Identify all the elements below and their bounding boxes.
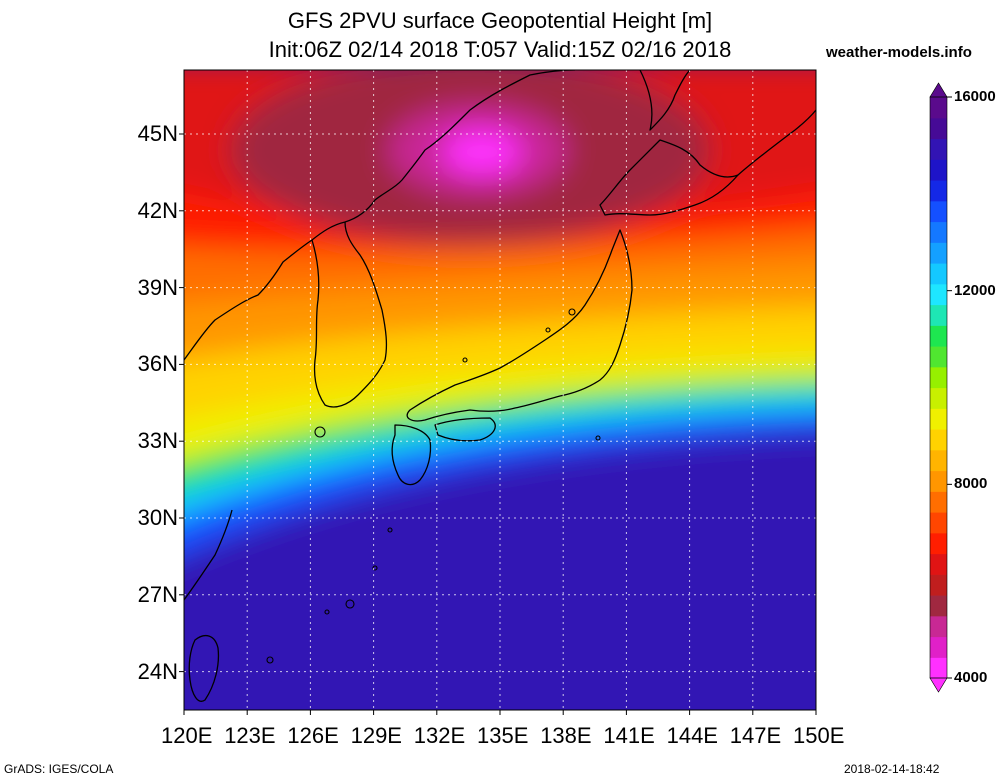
lat-tick-label: 24N	[137, 658, 178, 684]
lon-tick-label: 138E	[540, 723, 592, 748]
site-label: weather-models.info	[826, 44, 972, 61]
colorbar-max-arrow	[929, 82, 948, 98]
lat-tick-label: 36N	[137, 351, 178, 377]
title-line-1: GFS 2PVU surface Geopotential Height [m]	[287, 8, 713, 33]
lon-tick-label: 129E	[350, 723, 402, 748]
colorbar-segment	[930, 657, 947, 679]
colorbar-segment	[930, 159, 947, 181]
coast-korean-peninsula	[311, 221, 388, 408]
band-yellow	[184, 346, 816, 461]
band-orange	[184, 256, 816, 360]
colorbar-segment	[930, 429, 947, 451]
colorbar-segment	[930, 117, 947, 140]
coast-china-south	[184, 509, 233, 601]
coast-taiwan	[188, 634, 220, 702]
colorbar-segment	[930, 242, 947, 264]
lon-tick-label: 135E	[477, 723, 529, 748]
lon-tick-label: 141E	[603, 723, 655, 748]
coast-sakhalin	[639, 70, 691, 131]
lon-tick-label: 147E	[729, 723, 782, 748]
colorbar-segment	[930, 532, 947, 555]
colorbar-segment	[930, 366, 947, 389]
colorbar-segment	[930, 325, 947, 347]
lat-tick-label: 27N	[137, 581, 178, 607]
colorbar-segment	[930, 283, 947, 306]
colorbar-segment	[930, 221, 947, 243]
colorbar-segment	[930, 491, 947, 513]
lat-tick-label: 45N	[137, 121, 178, 146]
lon-tick-label: 123E	[224, 723, 276, 748]
colorbar-segment	[930, 470, 947, 492]
coastlines	[184, 70, 816, 702]
lon-tick-label: 144E	[666, 723, 718, 748]
colorbar-segments	[929, 82, 948, 693]
colorbar-min-arrow	[929, 677, 948, 693]
band-green	[184, 371, 816, 489]
colorbar-ticks	[947, 96, 952, 679]
coast-hokkaido	[599, 139, 739, 216]
colorbar-segment	[930, 408, 947, 430]
lon-tick-label: 120E	[161, 723, 213, 748]
coast-kuril	[737, 109, 816, 176]
footer-credit: GrADS: IGES/COLA	[4, 762, 114, 776]
colorbar-segment	[930, 595, 947, 617]
colorbar-segment	[930, 636, 947, 658]
colorbar-segment	[930, 512, 947, 534]
coast-korea-china	[184, 70, 576, 361]
colorbar-segment	[930, 387, 947, 409]
colorbar-segment	[930, 200, 947, 223]
lat-tick-label: 42N	[137, 197, 178, 223]
islands	[266, 308, 601, 664]
colorbar-frame	[929, 96, 948, 679]
colorbar-segment	[930, 574, 947, 596]
lat-tick-label: 39N	[137, 274, 178, 300]
gridlines	[184, 70, 816, 710]
colorbar-label: 16000	[954, 88, 996, 105]
coast-honshu	[406, 229, 633, 422]
lon-tick-label: 126E	[287, 723, 339, 748]
coast-shikoku	[434, 417, 496, 442]
colorbar-label: 4000	[954, 669, 988, 686]
colorbar-segment	[930, 97, 947, 119]
colorbar-segment	[930, 553, 947, 575]
colorbar-segment	[930, 304, 947, 326]
colorbar-segment	[930, 346, 947, 368]
lon-tick-label: 132E	[413, 723, 466, 748]
lon-tick-label: 150E	[793, 723, 845, 748]
footer-timestamp: 2018-02-14-18:42	[844, 762, 940, 776]
band-cyan	[184, 386, 816, 517]
colorbar-segment	[930, 180, 947, 202]
colorbar-segment	[930, 449, 947, 472]
axis-ticks	[179, 133, 817, 715]
title-line-2: Init:06Z 02/14 2018 T:057 Valid:15Z 02/1…	[268, 37, 732, 62]
colorbar-segment	[930, 263, 947, 285]
lat-tick-label: 33N	[137, 428, 178, 454]
lat-tick-label: 30N	[137, 505, 178, 530]
colorbar-segment	[930, 138, 947, 160]
coast-kyushu	[391, 424, 432, 486]
colorbar-label: 8000	[954, 475, 988, 493]
low-center	[442, 130, 522, 174]
colorbar-label: 12000	[954, 281, 996, 299]
colorbar-segment	[930, 615, 947, 638]
